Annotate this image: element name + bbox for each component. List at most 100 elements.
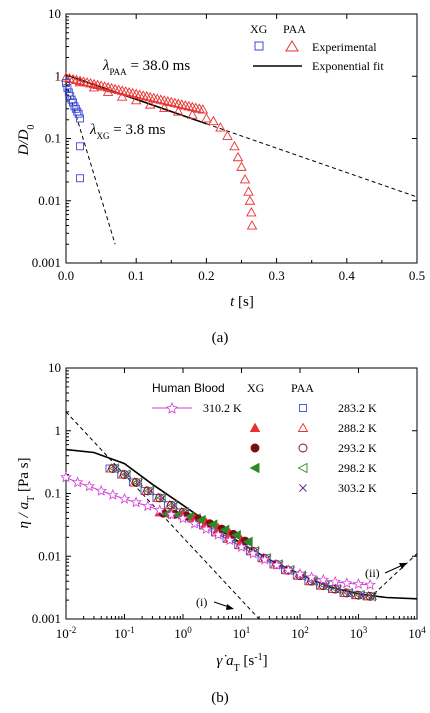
y-tick-label-a: 1	[55, 68, 62, 83]
y-tick-label-a: 0.01	[38, 193, 61, 208]
lambda-value: = 38.0 ms	[127, 58, 191, 74]
paa-point-dense	[109, 83, 121, 94]
paa-point	[222, 130, 233, 140]
legend-header-xg: XG	[250, 22, 268, 36]
y-tick-label-b: 0.1	[45, 486, 61, 501]
legend-human-blood: Human Blood	[152, 381, 225, 395]
legend-xg-marker	[249, 422, 261, 432]
blood-point	[223, 534, 236, 546]
legend-header-paa-b: PAA	[291, 381, 314, 395]
master-point-stroke-2	[322, 581, 331, 590]
master-point	[354, 590, 363, 600]
y-tick-label-b: 0.01	[38, 548, 61, 563]
paa-point	[130, 94, 142, 105]
blood-point	[294, 568, 306, 579]
paa-point-dense	[95, 80, 107, 90]
paa-point	[60, 72, 72, 82]
x-tick-label-b: 101	[233, 625, 251, 641]
paa-point	[144, 99, 156, 109]
blood-point	[364, 578, 376, 590]
paa-point-dense	[194, 103, 205, 113]
annotation-line-i: (i)	[196, 595, 207, 609]
x-tick-label-b: 10-2	[56, 625, 77, 641]
xg-point	[207, 519, 218, 530]
y-tick-label-b: 10	[48, 360, 61, 375]
paa-point-dense	[187, 101, 198, 112]
paa-point-dense	[106, 82, 117, 93]
x-tick-label-a: 0.4	[339, 268, 356, 283]
master-point	[108, 464, 118, 473]
master-point-stroke-2	[170, 501, 178, 510]
paa-point-dense	[173, 98, 184, 108]
y-label-unit-b: [Pa s]	[16, 457, 32, 495]
paa-point-dense	[102, 82, 114, 92]
legend-paa-marker	[297, 462, 308, 474]
blood-point	[71, 476, 84, 488]
paa-point-dense	[67, 73, 79, 84]
paa-point	[159, 102, 170, 112]
paa-point-dense	[137, 90, 149, 100]
arrowhead-line-i	[226, 604, 234, 610]
x-tick-label-b: 10-1	[114, 625, 135, 641]
x-label-var-a: t	[230, 294, 235, 310]
master-point	[155, 493, 165, 503]
xg-point	[242, 536, 253, 548]
paa-point-dense	[148, 92, 160, 103]
blood-point	[340, 577, 353, 589]
blood-point	[177, 512, 189, 524]
xg-point	[62, 79, 70, 87]
y-tick-label-a: 0.1	[45, 131, 61, 146]
master-point	[158, 494, 167, 502]
paa-point	[74, 76, 86, 87]
y-tick-label-a: 10	[48, 6, 61, 21]
legend-paa-marker	[297, 422, 309, 432]
paa-point-dense	[155, 94, 167, 104]
legend-paa-triangle	[285, 40, 299, 52]
legend-paa-marker	[299, 404, 307, 412]
master-point-stroke-2	[345, 589, 354, 597]
legend-header-paa: PAA	[283, 22, 306, 36]
paa-point-dense	[134, 89, 145, 99]
blood-point	[118, 492, 131, 504]
legend-xg-marker	[250, 443, 260, 453]
paa-point-dense	[127, 87, 138, 98]
y-axis-label-a: D/D0	[16, 125, 37, 157]
master-point-stroke-2	[146, 487, 155, 495]
tick-exponent: 1	[246, 625, 251, 635]
paa-point-dense	[130, 88, 142, 98]
x-tick-label-a: 0.3	[268, 268, 284, 283]
paa-point-dense	[169, 97, 181, 107]
legend-experimental: Experimental	[312, 40, 377, 54]
paa-point-dense	[141, 91, 152, 101]
legend-markers-b	[249, 404, 309, 492]
paa-point-dense	[120, 86, 131, 96]
paa-point-dense	[176, 99, 188, 109]
legend-paa-marker-stroke-2	[299, 484, 307, 492]
x-tick-label-b: 103	[350, 625, 368, 641]
master-point	[330, 584, 340, 594]
master-point	[131, 478, 141, 487]
master-point-stroke-2	[369, 592, 377, 601]
annotation-lambda-xg: λXG = 3.8 ms	[89, 122, 166, 141]
blood-point	[200, 523, 212, 535]
paa-point	[236, 161, 247, 171]
xg-point	[70, 102, 79, 111]
paa-point	[215, 122, 226, 132]
x-tick-label-a: 0.1	[128, 268, 144, 283]
x-label-a-b: a	[222, 653, 233, 669]
master-point	[365, 591, 375, 601]
paa-point	[208, 115, 219, 126]
paa-point-dense	[151, 93, 163, 103]
xg-point	[63, 83, 72, 92]
blood-point	[271, 559, 283, 571]
master-point	[123, 470, 132, 479]
legend-temp-283: 283.2 K	[338, 401, 377, 415]
legend-temp-303: 303.2 K	[338, 481, 377, 495]
paa-point-dense	[99, 81, 110, 91]
y-label-sub-a: 0	[26, 125, 37, 130]
paa-fit-dashed	[206, 123, 418, 198]
paa-point	[243, 186, 254, 196]
y-axis-label-b: η / aT [Pa s]	[16, 457, 37, 528]
master-point	[120, 470, 129, 480]
